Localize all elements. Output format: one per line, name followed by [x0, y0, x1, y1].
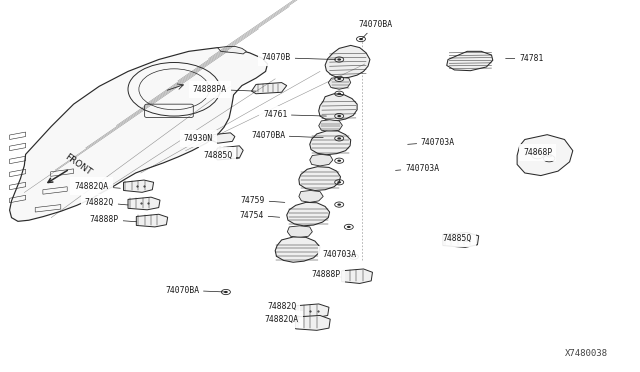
- Text: 740703A: 740703A: [322, 250, 356, 259]
- Polygon shape: [287, 226, 312, 238]
- Polygon shape: [319, 94, 357, 121]
- Text: 74070BA: 74070BA: [358, 20, 393, 39]
- Circle shape: [337, 181, 341, 183]
- Text: 74882QA: 74882QA: [74, 182, 120, 190]
- Text: 74888PA: 74888PA: [193, 85, 256, 94]
- Polygon shape: [124, 180, 154, 192]
- Circle shape: [337, 137, 341, 140]
- Text: 74930N: 74930N: [184, 134, 215, 143]
- Text: 740703A: 740703A: [396, 164, 440, 173]
- Text: 740703A: 740703A: [408, 138, 455, 147]
- Circle shape: [337, 115, 341, 117]
- Polygon shape: [299, 167, 340, 190]
- Polygon shape: [287, 202, 330, 226]
- Polygon shape: [310, 154, 333, 166]
- Polygon shape: [517, 135, 573, 176]
- Text: 74885Q: 74885Q: [442, 234, 472, 243]
- Polygon shape: [342, 269, 372, 283]
- Circle shape: [337, 160, 341, 162]
- Text: 74759: 74759: [241, 196, 285, 205]
- Text: 74882QA: 74882QA: [264, 315, 300, 324]
- Polygon shape: [296, 315, 330, 330]
- Circle shape: [224, 291, 228, 293]
- Text: 74754: 74754: [239, 211, 280, 219]
- Polygon shape: [214, 146, 243, 160]
- Text: 74781: 74781: [506, 54, 543, 63]
- Polygon shape: [443, 232, 479, 247]
- Text: FRONT: FRONT: [63, 153, 93, 177]
- Polygon shape: [136, 214, 168, 227]
- Polygon shape: [319, 120, 342, 132]
- Text: 74868P: 74868P: [523, 148, 552, 157]
- Polygon shape: [10, 48, 268, 221]
- Circle shape: [352, 256, 356, 258]
- Polygon shape: [252, 83, 287, 94]
- Polygon shape: [299, 190, 323, 202]
- Polygon shape: [128, 197, 160, 210]
- Text: 74888P: 74888P: [312, 270, 341, 279]
- Circle shape: [337, 203, 341, 206]
- Text: 74070B: 74070B: [262, 53, 336, 62]
- Polygon shape: [447, 51, 493, 71]
- Text: 74882Q: 74882Q: [267, 302, 296, 311]
- Polygon shape: [296, 304, 329, 318]
- Polygon shape: [325, 45, 370, 78]
- Polygon shape: [218, 46, 246, 54]
- Text: X7480038: X7480038: [565, 349, 608, 358]
- Text: 74882Q: 74882Q: [84, 198, 128, 207]
- Text: 74885Q: 74885Q: [203, 151, 239, 160]
- Circle shape: [347, 226, 351, 228]
- Text: 74888P: 74888P: [90, 215, 136, 224]
- Polygon shape: [275, 237, 320, 262]
- Text: 74761: 74761: [263, 110, 326, 119]
- Text: 74070BA: 74070BA: [165, 286, 226, 295]
- Circle shape: [359, 38, 363, 40]
- Polygon shape: [310, 131, 351, 155]
- Circle shape: [337, 78, 341, 80]
- Polygon shape: [211, 133, 235, 143]
- Circle shape: [337, 93, 341, 95]
- Text: 74070BA: 74070BA: [251, 131, 323, 140]
- Polygon shape: [328, 77, 351, 89]
- Circle shape: [337, 58, 341, 61]
